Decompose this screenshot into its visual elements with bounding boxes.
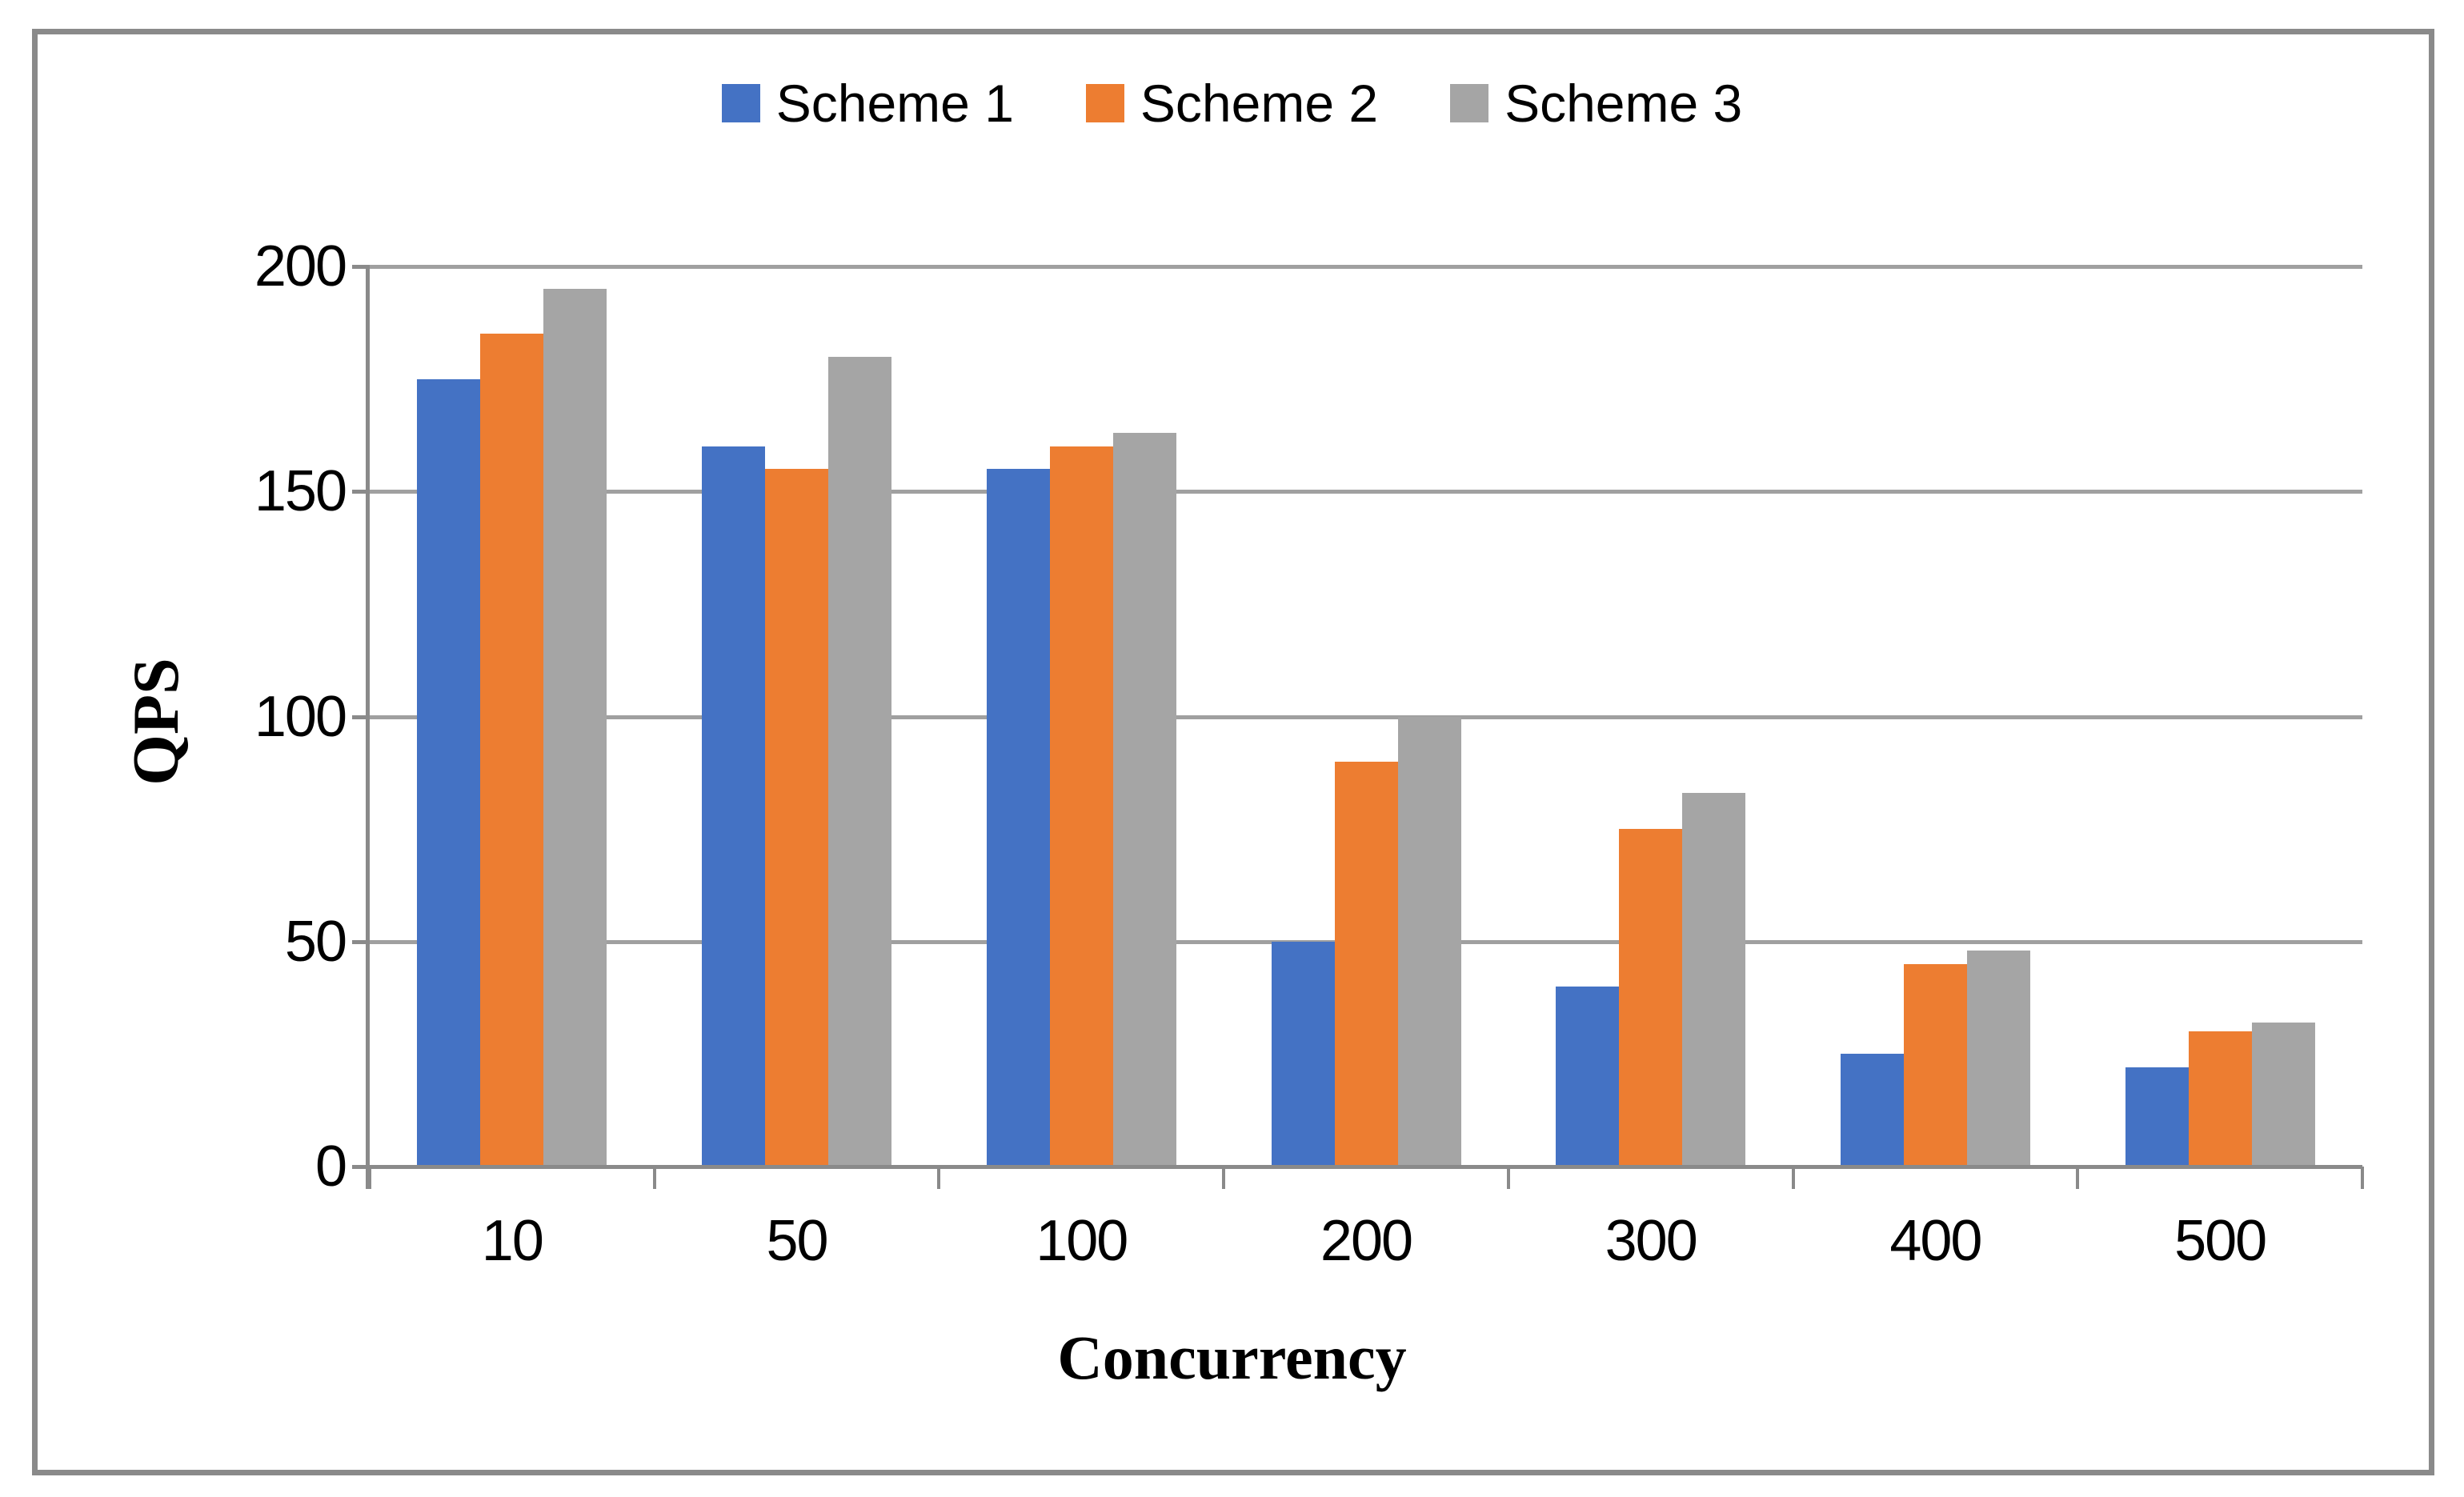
x-tick-mark	[1506, 1167, 1510, 1189]
legend-item-scheme-2: Scheme 2	[1085, 74, 1379, 133]
y-tick-mark	[352, 1165, 370, 1169]
bar-scheme-3-x500	[2251, 1023, 2315, 1167]
y-axis-title: QPS	[119, 658, 192, 786]
bar-scheme-2-x100	[1049, 446, 1113, 1167]
x-tick-label: 500	[2174, 1209, 2267, 1273]
x-tick-mark	[937, 1167, 941, 1189]
bar-scheme-1-x50	[702, 446, 766, 1167]
y-tick-mark	[352, 939, 370, 944]
bar-scheme-1-x10	[417, 378, 481, 1167]
x-tick-mark	[368, 1167, 371, 1189]
bar-scheme-1-x100	[986, 469, 1050, 1167]
x-tick-mark	[1791, 1167, 1795, 1189]
bar-scheme-1-x500	[2125, 1067, 2189, 1167]
x-tick-label: 200	[1320, 1209, 1413, 1273]
x-tick-mark	[2361, 1167, 2364, 1189]
x-tick-mark	[1222, 1167, 1226, 1189]
x-tick-label: 10	[481, 1209, 544, 1273]
y-tick-label: 0	[315, 1135, 347, 1199]
y-tick-label: 200	[254, 234, 347, 298]
x-tick-mark	[2076, 1167, 2080, 1189]
legend-item-scheme-3: Scheme 3	[1450, 77, 1742, 130]
y-tick-label: 150	[254, 459, 347, 524]
bar-scheme-3-x100	[1112, 433, 1176, 1167]
legend-label: Scheme 3	[1504, 74, 1743, 133]
gridline-100	[370, 714, 2362, 719]
bar-scheme-2-x200	[1334, 761, 1398, 1167]
x-tick-label: 400	[1889, 1209, 1982, 1273]
x-axis-line	[366, 1165, 2362, 1169]
y-tick-mark	[352, 490, 370, 494]
legend-label: Scheme 1	[775, 74, 1014, 133]
bar-scheme-2-x50	[765, 469, 829, 1167]
bar-scheme-2-x500	[2188, 1031, 2252, 1167]
y-tick-label: 50	[284, 909, 347, 974]
legend-label: Scheme 2	[1140, 74, 1379, 133]
bar-scheme-1-x400	[1840, 1054, 1904, 1167]
legend-swatch-scheme-3-icon	[1450, 84, 1489, 122]
x-axis-title: Concurrency	[1057, 1323, 1407, 1392]
bar-scheme-3-x200	[1397, 716, 1461, 1167]
chart-legend: Scheme 1 Scheme 2 Scheme 3	[0, 77, 2464, 130]
y-tick-mark	[352, 265, 370, 269]
bar-scheme-3-x50	[828, 356, 892, 1167]
bar-scheme-1-x300	[1556, 987, 1620, 1167]
legend-item-scheme-1: Scheme 1	[721, 74, 1014, 133]
x-tick-label: 300	[1605, 1209, 1698, 1273]
bar-scheme-1-x200	[1271, 941, 1335, 1167]
y-tick-label: 100	[254, 684, 347, 749]
bar-scheme-3-x10	[543, 289, 607, 1167]
legend-swatch-scheme-1-icon	[721, 84, 760, 122]
gridline-200	[370, 265, 2362, 269]
x-tick-mark	[652, 1167, 656, 1189]
legend-swatch-scheme-2-icon	[1085, 84, 1124, 122]
x-tick-label: 100	[1036, 1209, 1128, 1273]
bar-scheme-3-x400	[1966, 951, 2030, 1167]
bar-scheme-2-x400	[1903, 963, 1967, 1167]
bar-scheme-2-x10	[480, 334, 544, 1167]
y-tick-mark	[352, 714, 370, 719]
y-axis-line	[366, 266, 370, 1189]
bar-scheme-3-x300	[1682, 793, 1746, 1167]
x-tick-label: 50	[766, 1209, 829, 1273]
bar-scheme-2-x300	[1619, 829, 1683, 1167]
gridline-150	[370, 490, 2362, 494]
